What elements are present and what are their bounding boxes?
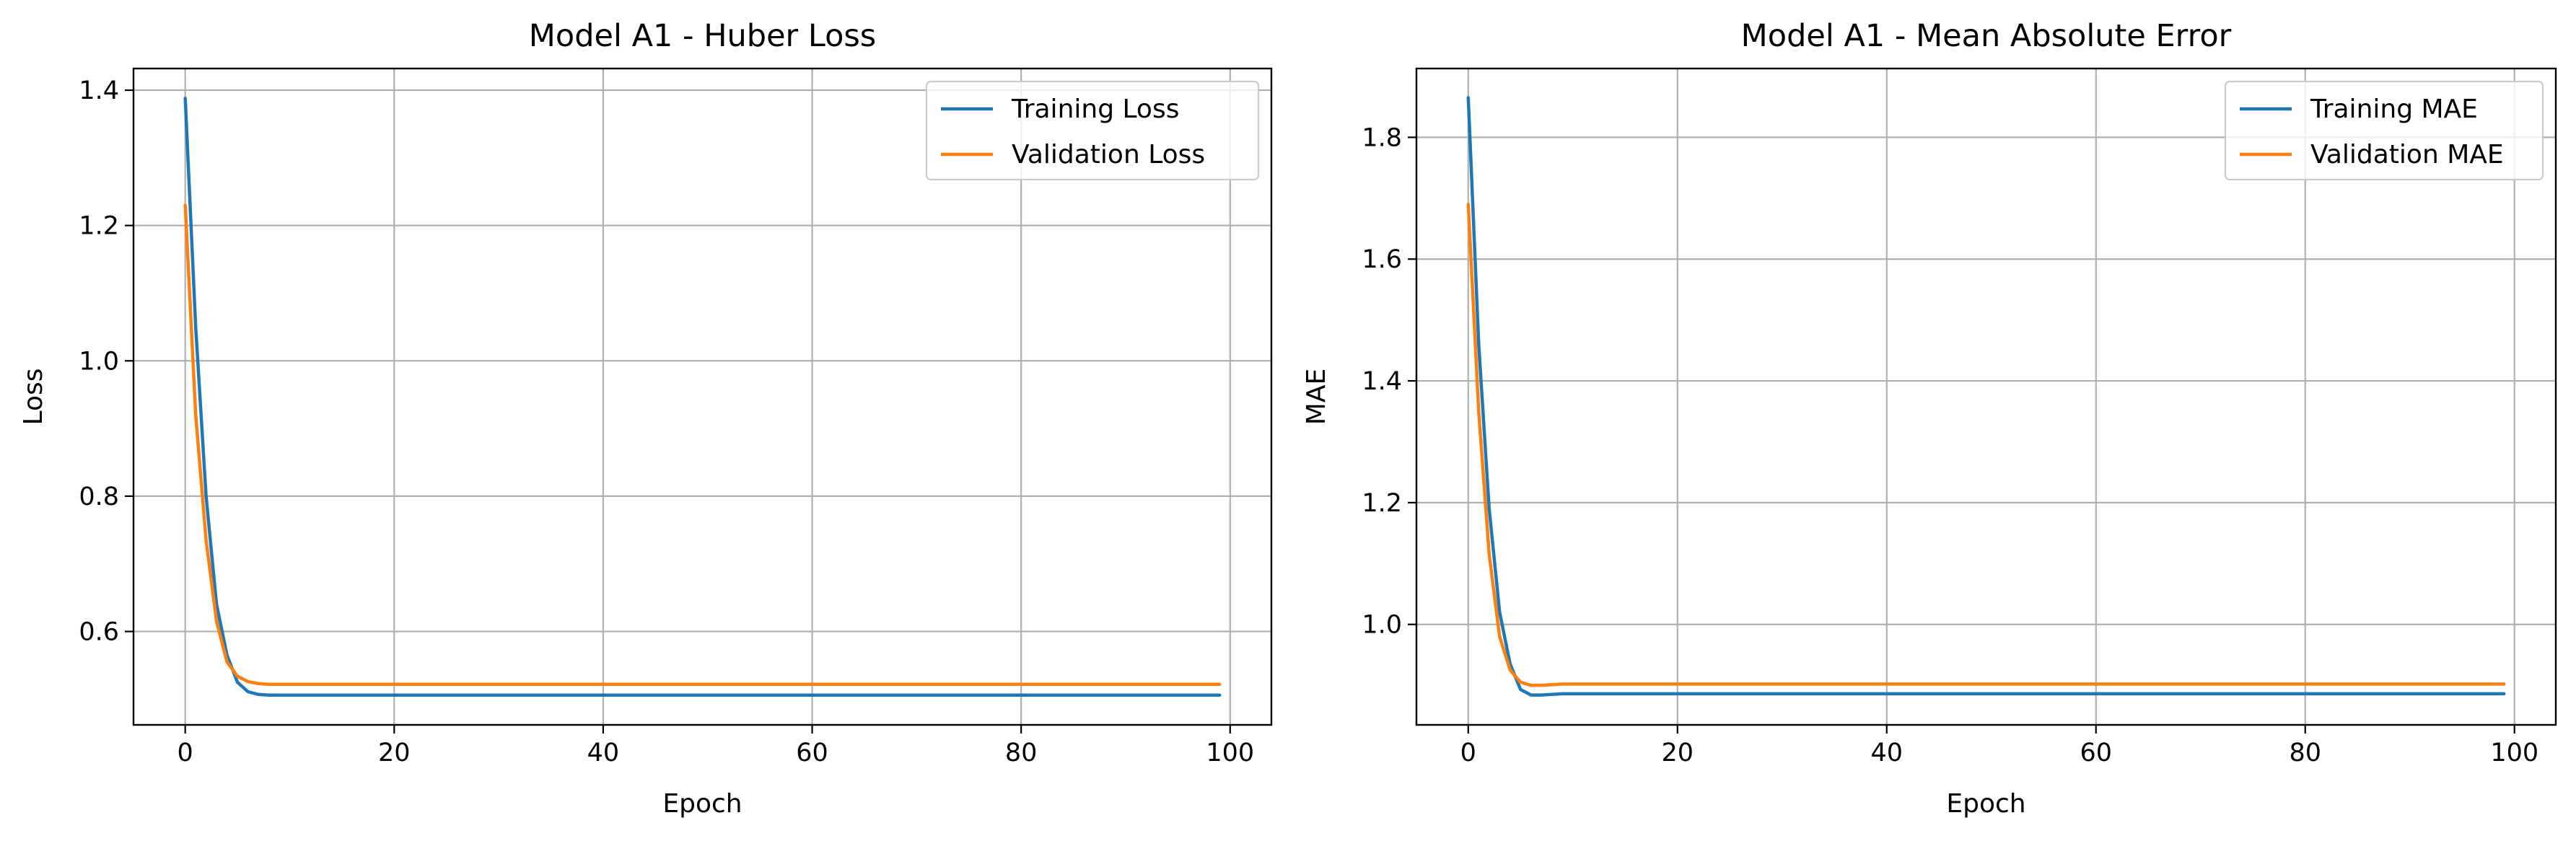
chart-panel-2: 0 20 40 60 80 100 1.0 1.2 1.4 1.6 1.8 Model A1 - Me… [1302, 18, 2557, 819]
y-tick-label: 1.2 [1362, 489, 1402, 518]
y-tick-label: 1.6 [1362, 245, 1402, 274]
x-axis-label: Epoch [1946, 789, 2025, 819]
y-tick-label: 1.4 [79, 76, 119, 105]
chart-title: Model A1 - Mean Absolute Error [1741, 18, 2232, 54]
y-tick-label: 1.4 [1362, 367, 1402, 396]
x-tick-label: 40 [1870, 739, 1903, 767]
x-tick-label: 40 [587, 739, 620, 767]
y-axis-label: Loss [19, 369, 48, 426]
x-tick-label: 100 [2490, 739, 2538, 767]
x-tick-label: 20 [378, 739, 411, 767]
legend: Training Loss Validation Loss [925, 80, 1260, 181]
x-tick-label: 0 [178, 739, 193, 767]
legend: Training MAE Validation MAE [2224, 80, 2544, 181]
y-tick-label: 0.6 [79, 618, 119, 647]
legend-label: Training Loss [1011, 94, 1179, 124]
series-line-training-mae [1466, 96, 2506, 697]
legend-box [925, 80, 1260, 181]
y-tick-label: 0.8 [79, 483, 119, 511]
chart-title: Model A1 - Huber Loss [529, 18, 876, 54]
legend-label: Training MAE [2310, 94, 2478, 124]
x-tick-label: 100 [1206, 739, 1254, 767]
y-axis-label: MAE [1302, 369, 1331, 425]
series-line-validation-mae [1466, 202, 2506, 687]
series-line-training-loss [183, 97, 1222, 697]
x-tick-label: 80 [2289, 739, 2321, 767]
chart-panel-1: 0 20 40 60 80 100 0.6 0.8 1.0 1.2 1.4 Model A1 - Hu… [19, 18, 1273, 819]
series-line-validation-loss [183, 203, 1222, 686]
legend-box [2224, 80, 2544, 181]
y-tick-label: 1.0 [1362, 611, 1402, 640]
y-tick-label: 1.0 [79, 347, 119, 376]
x-tick-label: 60 [796, 739, 828, 767]
x-tick-label: 80 [1005, 739, 1038, 767]
x-tick-label: 60 [2080, 739, 2112, 767]
axes-frame [1415, 67, 2557, 726]
y-tick-label: 1.8 [1362, 123, 1402, 152]
x-tick-label: 0 [1460, 739, 1476, 767]
legend-label: Validation MAE [2310, 140, 2504, 169]
x-axis-label: Epoch [662, 789, 742, 819]
x-tick-label: 20 [1661, 739, 1694, 767]
axes-frame [132, 67, 1273, 726]
legend-label: Validation Loss [1012, 140, 1205, 169]
y-tick-label: 1.2 [79, 212, 119, 241]
